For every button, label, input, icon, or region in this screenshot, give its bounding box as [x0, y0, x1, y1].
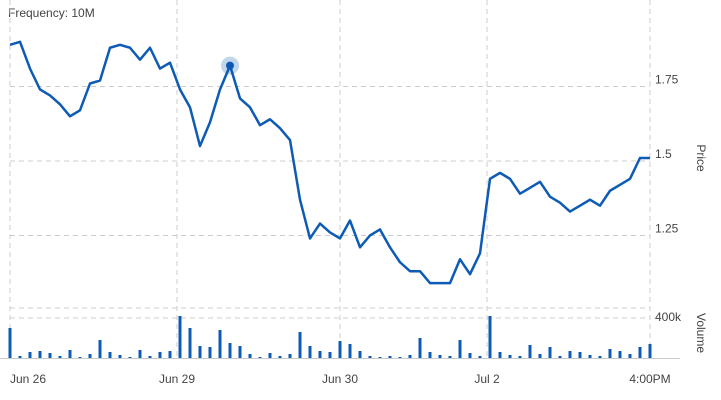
volume-bar	[408, 355, 412, 358]
volume-bar	[578, 352, 582, 358]
volume-bar	[538, 354, 542, 358]
x-tick-label: Jul 2	[474, 372, 500, 386]
volume-bar	[378, 357, 382, 358]
volume-bar	[248, 354, 252, 358]
volume-bar	[628, 354, 632, 358]
volume-bar	[388, 356, 392, 358]
y-tick-label: 1.25	[655, 222, 679, 236]
volume-bar	[568, 351, 572, 358]
volume-bar	[178, 316, 182, 358]
volume-bar	[288, 354, 292, 358]
volume-bar	[468, 353, 472, 358]
volume-bar	[618, 351, 622, 358]
volume-bar	[238, 346, 242, 358]
volume-bar	[598, 356, 602, 358]
volume-bar	[348, 344, 352, 358]
volume-bar	[168, 351, 172, 358]
volume-bar	[138, 350, 142, 358]
volume-bar	[398, 357, 402, 358]
volume-bar	[338, 341, 342, 358]
highlight-point	[226, 61, 234, 70]
volume-bar	[638, 347, 642, 358]
volume-bar	[218, 330, 222, 358]
x-tick-label: Jun 26	[10, 372, 46, 386]
volume-bar	[268, 353, 272, 358]
volume-bar	[118, 355, 122, 358]
x-tick-label: Jun 30	[322, 372, 358, 386]
y-tick-label: 1.5	[655, 147, 672, 161]
volume-bar	[478, 356, 482, 358]
volume-bar	[438, 355, 442, 358]
volume-bar	[498, 352, 502, 358]
volume-bar	[28, 352, 32, 358]
volume-bar	[298, 332, 302, 358]
y-tick-label: 1.75	[655, 73, 679, 87]
volume-bar	[158, 352, 162, 358]
volume-bar	[48, 353, 52, 358]
volume-bar	[608, 349, 612, 358]
volume-bar	[428, 352, 432, 358]
y2-axis-label: Volume	[694, 313, 708, 353]
volume-bar	[78, 357, 82, 358]
volume-bar	[148, 356, 152, 358]
volume-bar	[208, 347, 212, 358]
volume-bar	[368, 356, 372, 358]
volume-bar	[278, 356, 282, 358]
volume-bar	[588, 355, 592, 358]
volume-bar	[648, 344, 652, 358]
volume-bar	[198, 346, 202, 358]
volume-bar	[258, 357, 262, 358]
volume-bar	[308, 346, 312, 358]
volume-bar	[488, 316, 492, 358]
volume-bar	[328, 352, 332, 358]
volume-bar	[38, 351, 42, 358]
price-line	[9, 40, 650, 285]
volume-bar	[518, 356, 522, 358]
volume-bar	[548, 347, 552, 358]
volume-bar	[68, 350, 72, 358]
volume-bar	[58, 356, 62, 358]
volume-bar	[108, 352, 112, 358]
volume-bar	[128, 357, 132, 358]
volume-bar	[188, 328, 192, 358]
volume-bar	[318, 351, 322, 358]
volume-bar	[458, 340, 462, 358]
x-tick-label: Jun 29	[159, 372, 195, 386]
volume-bar	[88, 354, 92, 358]
y-axis-label: Price	[694, 144, 708, 172]
volume-bar	[418, 338, 422, 358]
volume-bar	[508, 355, 512, 358]
volume-bar	[98, 340, 102, 358]
y2-tick-label: 400k	[655, 310, 682, 324]
volume-bar	[358, 351, 362, 358]
volume-bar	[228, 343, 232, 358]
volume-bar	[558, 356, 562, 358]
x-tick-label: 4:00PM	[629, 372, 670, 386]
volume-bar	[18, 356, 22, 358]
chart-title: Frequency: 10M	[8, 6, 95, 20]
volume-bar	[528, 345, 532, 358]
volume-bar	[8, 328, 12, 358]
volume-bar	[448, 356, 452, 358]
